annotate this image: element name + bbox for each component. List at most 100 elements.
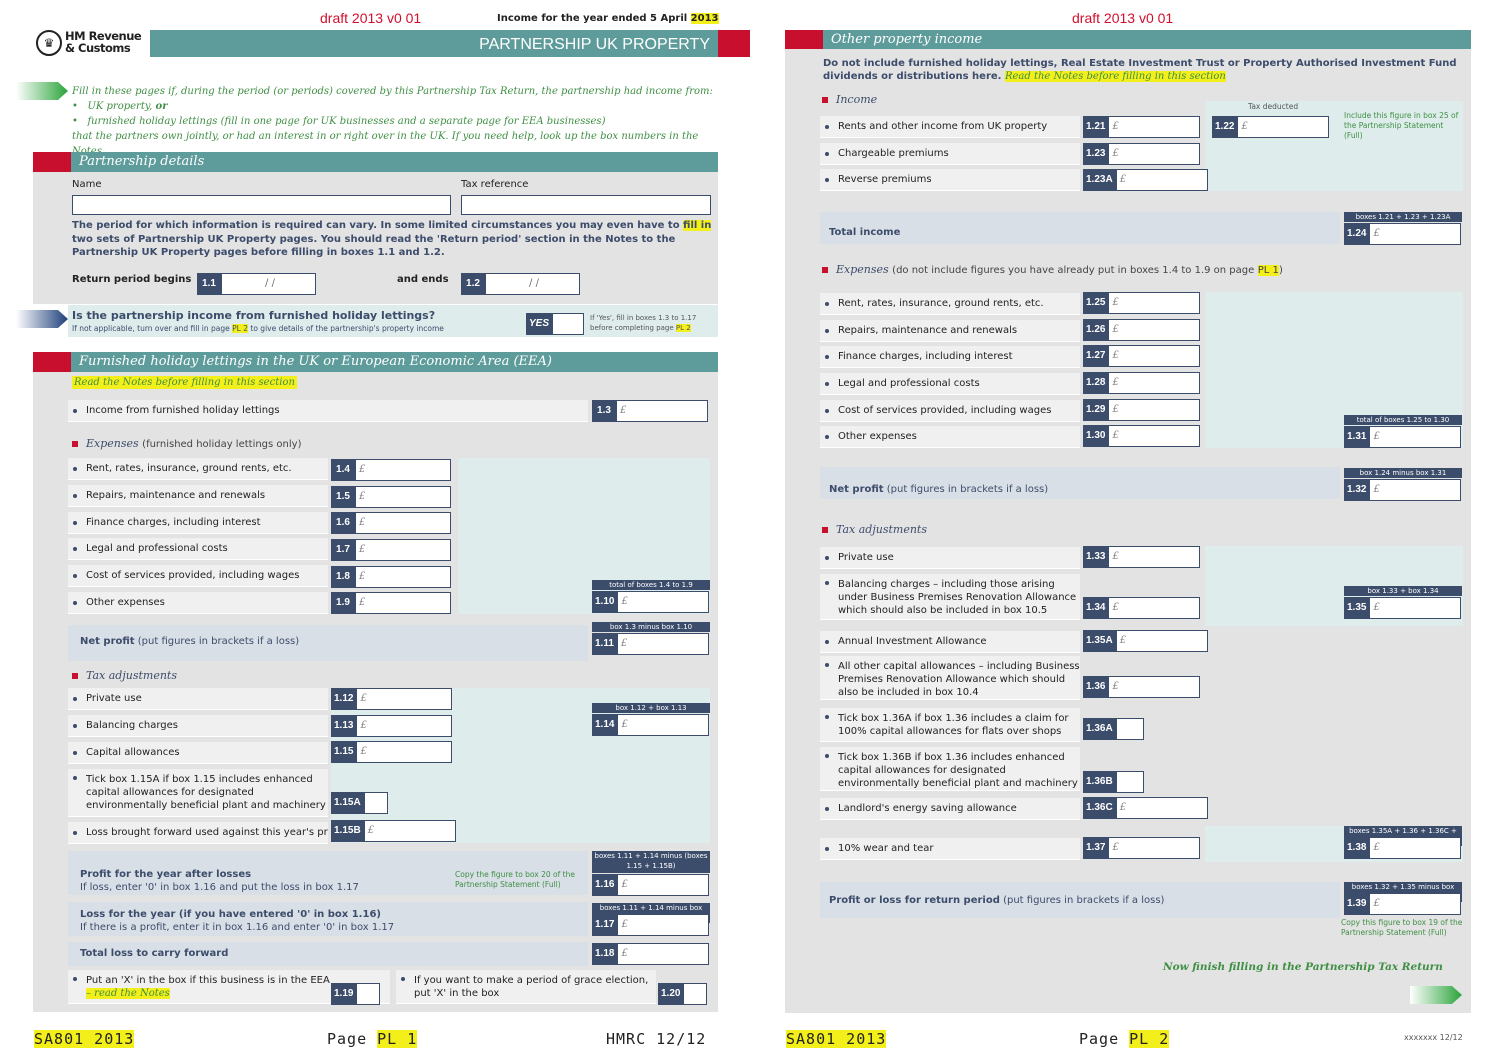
box-1-21[interactable]: 1.21 £ bbox=[1083, 116, 1201, 138]
total-loss-bar bbox=[68, 942, 588, 966]
box-1-24[interactable]: 1.24 £ bbox=[1344, 223, 1462, 245]
box-1-10[interactable]: 1.10 £ bbox=[592, 591, 710, 613]
box-1-15[interactable]: 1.15 £ bbox=[331, 741, 453, 763]
box-1-1[interactable]: 1.1/ / bbox=[197, 273, 316, 295]
tax-row: Loss brought forward used against this y… bbox=[68, 822, 328, 844]
box-1-36c[interactable]: 1.36C £ bbox=[1083, 797, 1208, 819]
box-1-36[interactable]: 1.36 £ bbox=[1083, 676, 1201, 698]
box-1-18[interactable]: 1.18 £ bbox=[592, 943, 710, 965]
tax-row: Landlord's energy saving allowance bbox=[820, 798, 1080, 820]
box-1-32[interactable]: 1.32 £ bbox=[1344, 479, 1462, 501]
exp-row: Legal and professional costs bbox=[820, 373, 1080, 395]
box-1-15a[interactable]: 1.15A bbox=[331, 792, 388, 814]
grace-row: If you want to make a period of grace el… bbox=[396, 970, 656, 1004]
name-field[interactable] bbox=[72, 195, 451, 215]
box-1-35a[interactable]: 1.35A £ bbox=[1083, 630, 1208, 652]
tax-row: Private use bbox=[68, 688, 328, 710]
intro-text: Fill in these pages if, during the perio… bbox=[72, 86, 713, 157]
box-1-11[interactable]: 1.11 £ bbox=[592, 633, 709, 655]
tax-reference-label: Tax reference bbox=[461, 179, 529, 190]
expenses-heading: Expenses (furnished holiday lettings onl… bbox=[72, 437, 301, 450]
box-1-38[interactable]: 1.38 £ bbox=[1344, 837, 1462, 859]
box-1-33[interactable]: 1.33 £ bbox=[1083, 546, 1201, 568]
income-row: Chargeable premiums bbox=[820, 143, 1080, 165]
tax-row: Capital allowances bbox=[68, 742, 328, 764]
income-fhl-row: Income from furnished holiday lettings bbox=[68, 400, 588, 422]
box-1-5[interactable]: 1.5 £ bbox=[331, 486, 451, 508]
box-1-35[interactable]: 1.35 £ bbox=[1344, 597, 1462, 619]
page-number: Page PL 1 bbox=[327, 1030, 418, 1048]
box-1-8[interactable]: 1.8 £ bbox=[331, 566, 451, 588]
box-1-15b[interactable]: 1.15B £ bbox=[331, 820, 456, 842]
box-1-25[interactable]: 1.25 £ bbox=[1083, 292, 1201, 314]
if-yes-note: If 'Yes', fill in boxes 1.3 to 1.17 befor… bbox=[590, 314, 697, 332]
total-caption: total of boxes 1.4 to 1.9 bbox=[592, 580, 710, 590]
year-text: Income for the year ended 5 April 2013 bbox=[497, 13, 719, 24]
box-1-4[interactable]: 1.4 £ bbox=[331, 459, 451, 481]
box-1-22[interactable]: 1.22 £ bbox=[1212, 116, 1330, 138]
profit-after-bar bbox=[68, 851, 588, 895]
page-pl2: draft 2013 v0 01 Other property income D… bbox=[752, 0, 1504, 1061]
draft-label: draft 2013 v0 01 bbox=[320, 10, 422, 26]
box-1-34[interactable]: 1.34 £ bbox=[1083, 597, 1201, 619]
hmrc-version: HMRC 12/12 bbox=[606, 1030, 707, 1048]
fhl-question: Is the partnership income from furnished… bbox=[72, 309, 436, 322]
box-1-16[interactable]: 1.16 £ bbox=[592, 874, 710, 896]
loss-year-bar bbox=[68, 902, 588, 936]
details-panel bbox=[33, 172, 718, 304]
profit-loss-label: Profit or loss for return period (put fi… bbox=[829, 895, 1165, 906]
box-1-37[interactable]: 1.37 £ bbox=[1083, 837, 1201, 859]
exp-row: Other expenses bbox=[820, 426, 1080, 448]
page-title: PARTNERSHIP UK PROPERTY bbox=[150, 30, 718, 57]
draft-label: draft 2013 v0 01 bbox=[1072, 10, 1174, 26]
profit-loss-bar bbox=[820, 882, 1340, 918]
box-1-14[interactable]: 1.14 £ bbox=[592, 714, 710, 736]
box-1-39[interactable]: 1.39 £ bbox=[1344, 893, 1462, 915]
box-1-26[interactable]: 1.26 £ bbox=[1083, 319, 1201, 341]
green-arrow-icon bbox=[1410, 986, 1462, 1004]
read-notes-link[interactable]: Read the Notes before filling in this se… bbox=[72, 376, 297, 389]
tax-adj-caption: box 1.33 + box 1.34 bbox=[1344, 586, 1462, 596]
tax-row: Annual Investment Allowance bbox=[820, 631, 1080, 653]
version-label: xxxxxxx 12/12 bbox=[1404, 1033, 1463, 1042]
box-1-9[interactable]: 1.9 £ bbox=[331, 592, 451, 614]
copy-note: Copy this figure to box 19 of the Partne… bbox=[1341, 918, 1463, 937]
include-note: Include this figure in box 25 of the Par… bbox=[1344, 111, 1459, 140]
box-1-20[interactable]: 1.20 bbox=[658, 983, 708, 1005]
box-1-6[interactable]: 1.6 £ bbox=[331, 512, 451, 534]
net-profit-label: Net profit (put figures in brackets if a… bbox=[80, 636, 300, 647]
box-1-23a[interactable]: 1.23A £ bbox=[1083, 169, 1208, 191]
total-exp-caption: total of boxes 1.25 to 1.30 bbox=[1344, 415, 1462, 425]
box-1-12[interactable]: 1.12 £ bbox=[331, 688, 453, 710]
box-1-27[interactable]: 1.27 £ bbox=[1083, 345, 1201, 367]
box-1-30[interactable]: 1.30 £ bbox=[1083, 425, 1201, 447]
net-profit-label: Net profit (put figures in brackets if a… bbox=[829, 484, 1049, 495]
box-1-17[interactable]: 1.17 £ bbox=[592, 914, 710, 936]
net-profit-bar bbox=[820, 467, 1340, 499]
hmrc-logo: HM Revenue & Customs bbox=[65, 29, 142, 55]
fhl-sub: If not applicable, turn over and fill in… bbox=[72, 324, 444, 333]
loss-year-label: Loss for the year (if you have entered '… bbox=[80, 909, 395, 933]
net-profit-caption: box 1.3 minus box 1.10 bbox=[592, 622, 710, 632]
box-1-19[interactable]: 1.19 bbox=[331, 983, 381, 1005]
box-1-23[interactable]: 1.23 £ bbox=[1083, 143, 1201, 165]
tax-row: 10% wear and tear bbox=[820, 838, 1080, 860]
section-red-tab bbox=[785, 30, 823, 49]
total-income-caption: boxes 1.21 + 1.23 + 1.23A bbox=[1344, 212, 1462, 222]
tax-row: Private use bbox=[820, 547, 1080, 569]
box-1-3[interactable]: 1.3 £ bbox=[592, 400, 708, 422]
tax-reference-field[interactable] bbox=[461, 195, 711, 215]
box-1-31[interactable]: 1.31 £ bbox=[1344, 426, 1462, 448]
box-1-2[interactable]: 1.2/ / bbox=[461, 273, 580, 295]
box-1-36b[interactable]: 1.36B bbox=[1083, 771, 1144, 793]
expenses-heading: Expenses (do not include figures you hav… bbox=[822, 263, 1283, 276]
box-1-28[interactable]: 1.28 £ bbox=[1083, 372, 1201, 394]
box-1-29[interactable]: 1.29 £ bbox=[1083, 399, 1201, 421]
name-label: Name bbox=[72, 179, 102, 190]
box-1-13[interactable]: 1.13 £ bbox=[331, 715, 453, 737]
yes-checkbox[interactable]: YES bbox=[526, 313, 585, 335]
box-1-7[interactable]: 1.7 £ bbox=[331, 539, 451, 561]
tax-row: Tick box 1.36A if box 1.36 includes a cl… bbox=[820, 708, 1080, 742]
tax-adj-panel bbox=[331, 688, 710, 843]
box-1-36a[interactable]: 1.36A bbox=[1083, 718, 1144, 740]
